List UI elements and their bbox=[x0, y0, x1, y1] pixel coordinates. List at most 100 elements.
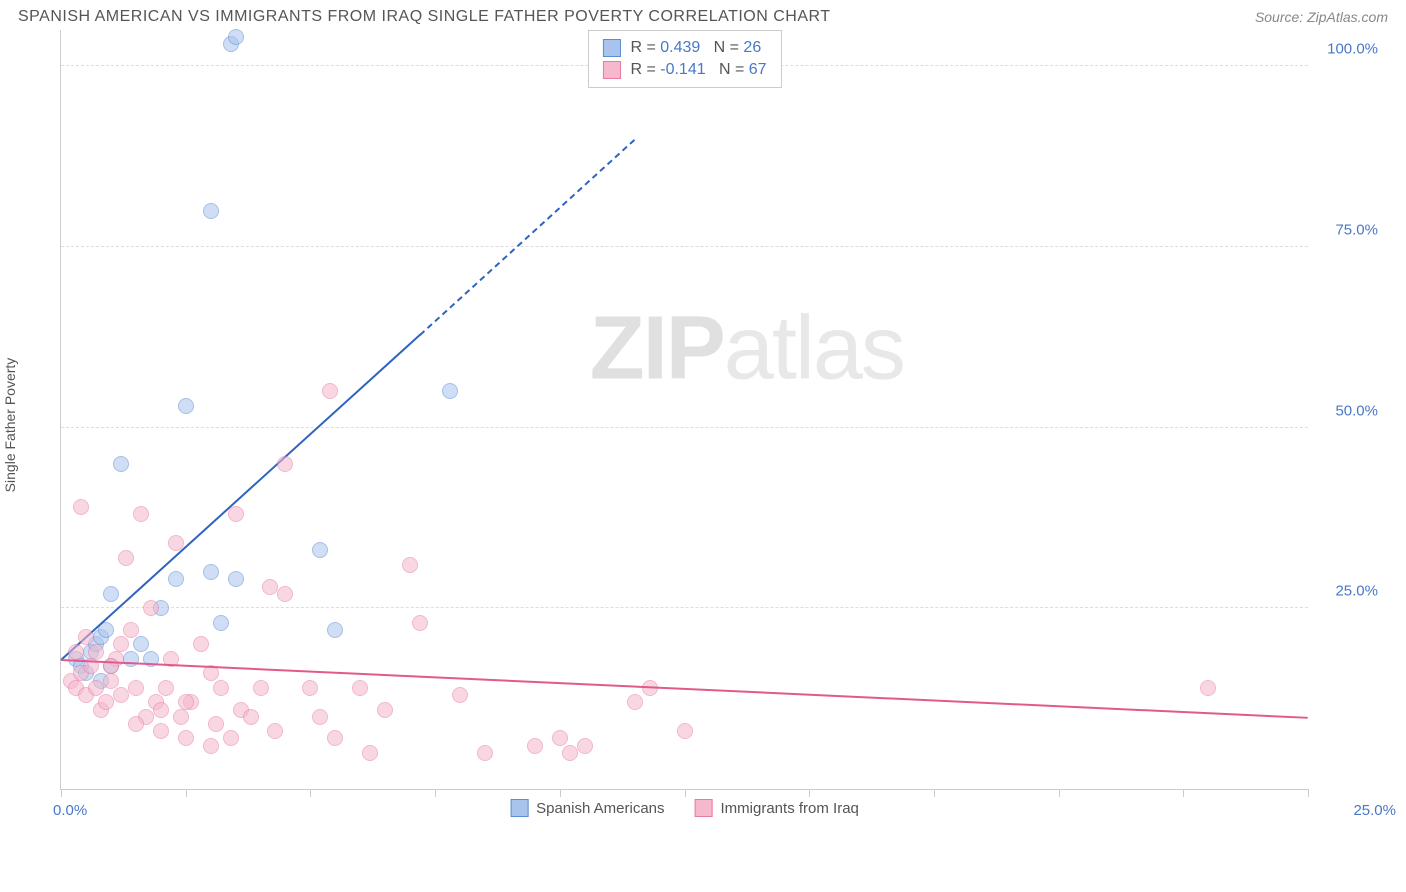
data-point bbox=[123, 622, 139, 638]
chart-source: Source: ZipAtlas.com bbox=[1255, 9, 1388, 25]
data-point bbox=[552, 730, 568, 746]
x-tick bbox=[809, 789, 810, 797]
trend-line bbox=[60, 334, 420, 661]
data-point bbox=[362, 745, 378, 761]
chart-container: Single Father Poverty ZIPatlas 25.0%50.0… bbox=[50, 30, 1388, 820]
y-tick-label: 100.0% bbox=[1327, 41, 1378, 58]
data-point bbox=[173, 709, 189, 725]
watermark: ZIPatlas bbox=[590, 297, 904, 400]
data-point bbox=[178, 730, 194, 746]
legend-item: Immigrants from Iraq bbox=[695, 799, 859, 817]
data-point bbox=[352, 680, 368, 696]
data-point bbox=[223, 730, 239, 746]
legend-swatch bbox=[695, 799, 713, 817]
data-point bbox=[322, 383, 338, 399]
x-tick-label-max: 25.0% bbox=[1353, 802, 1396, 819]
chart-title: SPANISH AMERICAN VS IMMIGRANTS FROM IRAQ… bbox=[18, 8, 831, 26]
data-point bbox=[193, 636, 209, 652]
legend-correlation-box: R = 0.439 N = 26 R = -0.141 N = 67 bbox=[587, 30, 781, 88]
data-point bbox=[118, 550, 134, 566]
gridline bbox=[61, 427, 1308, 428]
data-point bbox=[277, 456, 293, 472]
legend-item: Spanish Americans bbox=[510, 799, 664, 817]
data-point bbox=[1200, 680, 1216, 696]
data-point bbox=[128, 716, 144, 732]
data-point bbox=[133, 636, 149, 652]
gridline bbox=[61, 607, 1308, 608]
data-point bbox=[213, 615, 229, 631]
data-point bbox=[133, 506, 149, 522]
data-point bbox=[262, 579, 278, 595]
x-tick bbox=[310, 789, 311, 797]
data-point bbox=[128, 680, 144, 696]
legend-series: Spanish Americans Immigrants from Iraq bbox=[510, 799, 859, 817]
chart-header: SPANISH AMERICAN VS IMMIGRANTS FROM IRAQ… bbox=[0, 0, 1406, 30]
trend-line-dashed bbox=[419, 139, 635, 336]
y-tick-label: 25.0% bbox=[1335, 583, 1378, 600]
x-tick bbox=[1183, 789, 1184, 797]
data-point bbox=[68, 644, 84, 660]
data-point bbox=[452, 687, 468, 703]
legend-swatch bbox=[602, 61, 620, 79]
data-point bbox=[412, 615, 428, 631]
data-point bbox=[228, 29, 244, 45]
x-tick bbox=[1059, 789, 1060, 797]
data-point bbox=[677, 723, 693, 739]
legend-item-label: Immigrants from Iraq bbox=[721, 800, 859, 817]
data-point bbox=[168, 535, 184, 551]
data-point bbox=[442, 383, 458, 399]
gridline bbox=[61, 246, 1308, 247]
data-point bbox=[213, 680, 229, 696]
y-tick-label: 50.0% bbox=[1335, 402, 1378, 419]
data-point bbox=[253, 680, 269, 696]
data-point bbox=[113, 687, 129, 703]
data-point bbox=[208, 716, 224, 732]
x-tick bbox=[560, 789, 561, 797]
x-tick bbox=[435, 789, 436, 797]
x-tick bbox=[61, 789, 62, 797]
data-point bbox=[277, 586, 293, 602]
data-point bbox=[312, 709, 328, 725]
data-point bbox=[88, 680, 104, 696]
data-point bbox=[302, 680, 318, 696]
x-tick bbox=[685, 789, 686, 797]
data-point bbox=[243, 709, 259, 725]
data-point bbox=[562, 745, 578, 761]
y-axis-label: Single Father Poverty bbox=[2, 358, 18, 493]
data-point bbox=[228, 571, 244, 587]
x-tick bbox=[934, 789, 935, 797]
data-point bbox=[312, 542, 328, 558]
data-point bbox=[113, 456, 129, 472]
data-point bbox=[73, 499, 89, 515]
data-point bbox=[143, 600, 159, 616]
data-point bbox=[203, 564, 219, 580]
x-tick-label-min: 0.0% bbox=[53, 802, 87, 819]
watermark-light: atlas bbox=[724, 298, 904, 398]
data-point bbox=[153, 702, 169, 718]
plot-area: ZIPatlas 25.0%50.0%75.0%100.0%0.0%25.0%R… bbox=[60, 30, 1308, 790]
data-point bbox=[327, 622, 343, 638]
data-point bbox=[103, 586, 119, 602]
legend-row: R = -0.141 N = 67 bbox=[602, 59, 766, 81]
data-point bbox=[377, 702, 393, 718]
legend-swatch bbox=[510, 799, 528, 817]
data-point bbox=[78, 629, 94, 645]
data-point bbox=[103, 673, 119, 689]
data-point bbox=[153, 723, 169, 739]
data-point bbox=[627, 694, 643, 710]
legend-row: R = 0.439 N = 26 bbox=[602, 37, 766, 59]
x-tick bbox=[1308, 789, 1309, 797]
data-point bbox=[203, 738, 219, 754]
data-point bbox=[178, 398, 194, 414]
watermark-bold: ZIP bbox=[590, 298, 724, 398]
data-point bbox=[477, 745, 493, 761]
data-point bbox=[203, 203, 219, 219]
data-point bbox=[402, 557, 418, 573]
x-tick bbox=[186, 789, 187, 797]
data-point bbox=[178, 694, 194, 710]
data-point bbox=[327, 730, 343, 746]
data-point bbox=[168, 571, 184, 587]
data-point bbox=[113, 636, 129, 652]
legend-r-label: R = -0.141 N = 67 bbox=[630, 61, 766, 79]
data-point bbox=[88, 644, 104, 660]
